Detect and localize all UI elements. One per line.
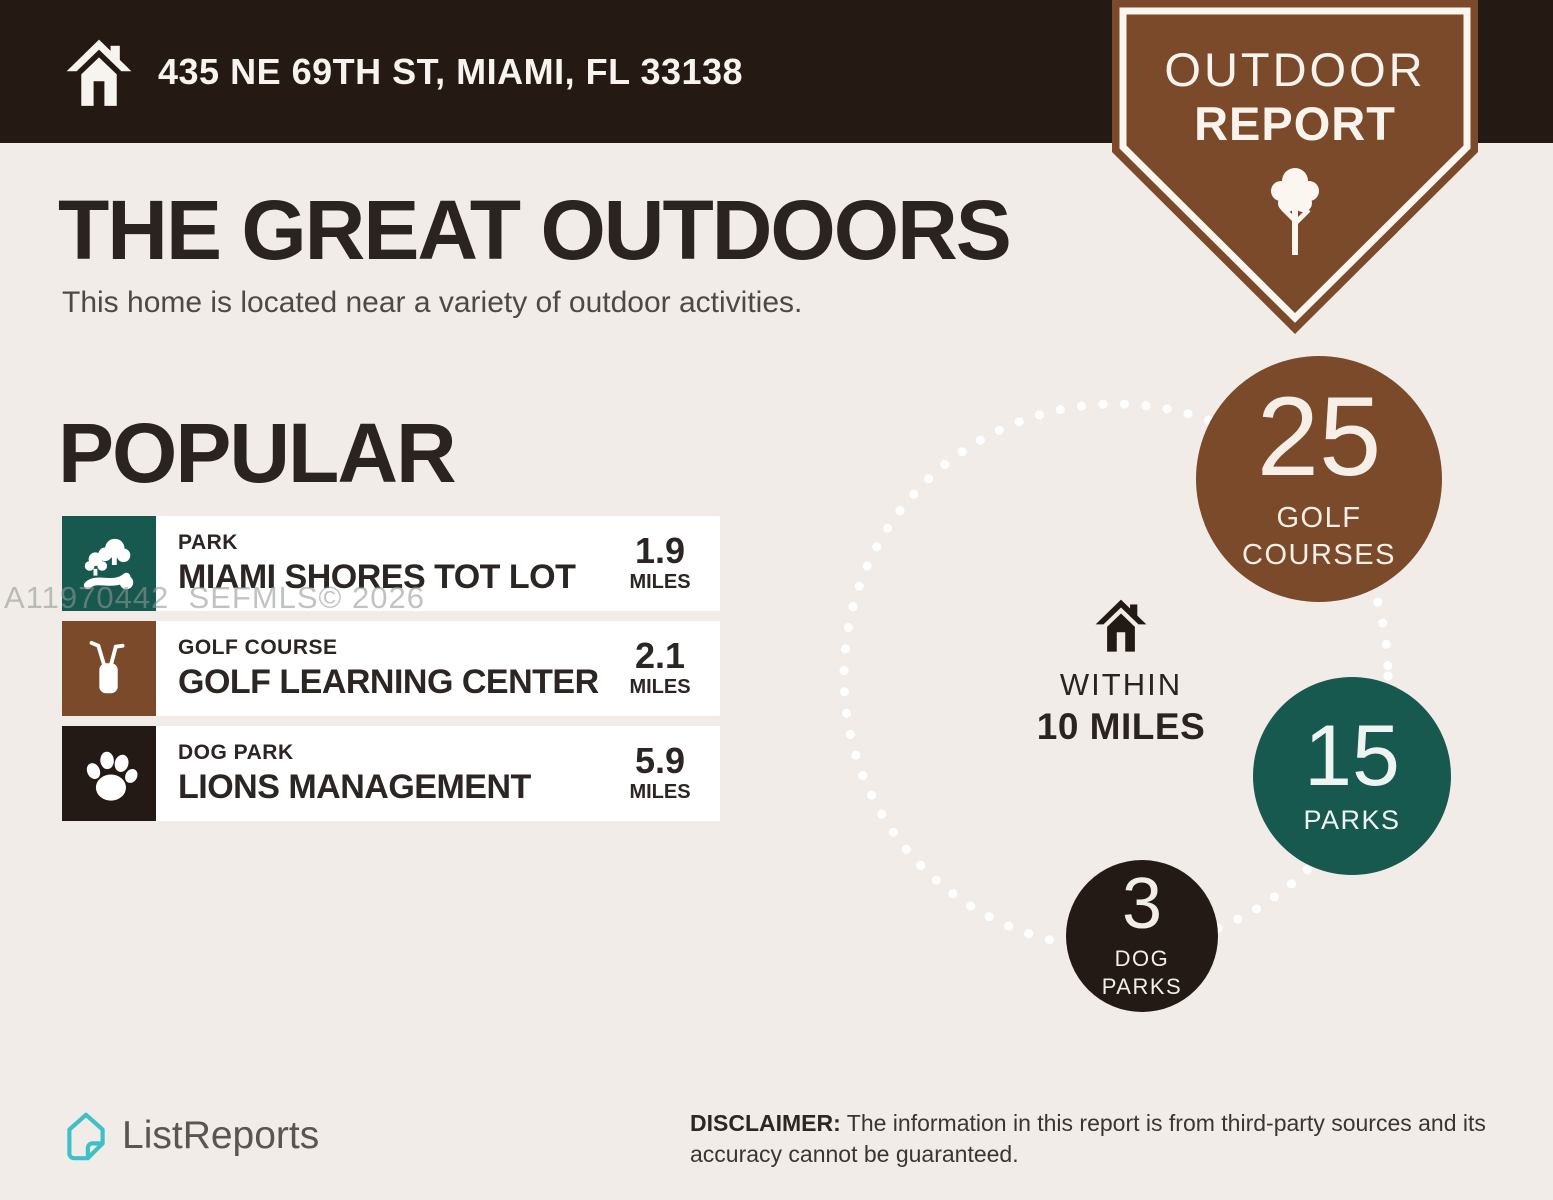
list-item-text: PARK MIAMI SHORES TOT LOT: [156, 516, 608, 611]
badge-title-line1: OUTDOOR: [1164, 43, 1426, 96]
parks-count: 15: [1304, 707, 1400, 804]
radius-center-label: WITHIN 10 MILES: [1015, 596, 1227, 748]
golf-bag-icon: [89, 640, 125, 693]
listreports-brand: ListReports: [62, 1110, 319, 1162]
list-item-text: GOLF COURSE GOLF LEARNING CENTER: [156, 621, 608, 716]
disclaimer-label: DISCLAIMER:: [690, 1110, 841, 1136]
list-item-category: DOG PARK: [178, 740, 294, 764]
outdoor-report-badge: OUTDOOR REPORT: [1112, 0, 1478, 334]
listreports-logo-icon: [67, 1112, 105, 1161]
distance-value: 1.9: [634, 530, 686, 571]
distance-value: 2.1: [634, 635, 686, 676]
label-line: COURSES: [1242, 539, 1396, 572]
park-icon-box: [62, 516, 156, 611]
list-item-golf-course: GOLF COURSE GOLF LEARNING CENTER 2.1 MIL…: [62, 621, 720, 716]
page-title: THE GREAT OUTDOORS: [58, 183, 1012, 277]
distance-unit: MILES: [629, 571, 691, 593]
popular-section-heading: POPULAR: [58, 406, 457, 500]
home-icon: [66, 39, 132, 106]
parks-label: PARKS: [1303, 805, 1401, 836]
distance-value: 5.9: [634, 740, 686, 781]
list-item-name: MIAMI SHORES TOT LOT: [178, 557, 576, 596]
golf-courses-label: GOLF COURSES: [1242, 500, 1396, 574]
list-item-name: GOLF LEARNING CENTER: [178, 662, 599, 701]
property-address: 435 NE 69TH ST, MIAMI, FL 33138: [158, 51, 744, 92]
dog-parks-label: DOG PARKS: [1102, 945, 1182, 1002]
golf-courses-count: 25: [1256, 373, 1382, 499]
label-line: DOG: [1114, 945, 1170, 971]
label-line: PARKS: [1101, 974, 1183, 1000]
disclaimer-text: The information in this report is from t…: [690, 1110, 1486, 1167]
badge-title-line2: REPORT: [1194, 97, 1396, 150]
distance-unit: MILES: [629, 676, 691, 698]
popular-list: PARK MIAMI SHORES TOT LOT 1.9 MILES: [62, 516, 720, 831]
list-item-distance: 5.9 MILES: [608, 726, 720, 821]
golf-courses-bubble: 25 GOLF COURSES: [1196, 356, 1442, 602]
disclaimer: DISCLAIMER: The information in this repo…: [690, 1108, 1502, 1169]
list-item-distance: 2.1 MILES: [608, 621, 720, 716]
tree-icon: [1271, 168, 1319, 255]
list-item-park: PARK MIAMI SHORES TOT LOT 1.9 MILES: [62, 516, 720, 611]
radius-miles-label: 10 MILES: [1036, 706, 1206, 747]
dog-park-icon-box: [62, 726, 156, 821]
list-item-category: PARK: [178, 530, 238, 554]
list-item-dog-park: DOG PARK LIONS MANAGEMENT 5.9 MILES: [62, 726, 720, 821]
dog-parks-count: 3: [1121, 864, 1163, 945]
list-item-name: LIONS MANAGEMENT: [178, 767, 531, 806]
dog-parks-bubble: 3 DOG PARKS: [1066, 860, 1218, 1012]
park-trees-icon: [83, 538, 134, 589]
list-item-category: GOLF COURSE: [178, 635, 338, 659]
within-label: WITHIN: [1059, 667, 1183, 702]
badge-shield-shape: [1112, 0, 1478, 334]
parks-bubble: 15 PARKS: [1253, 677, 1451, 875]
page-subtitle: This home is located near a variety of o…: [62, 286, 803, 319]
list-item-text: DOG PARK LIONS MANAGEMENT: [156, 726, 608, 821]
golf-icon-box: [62, 621, 156, 716]
mls-watermark: A11970442 SEFMLS© 2026: [4, 580, 425, 615]
list-item-distance: 1.9 MILES: [608, 516, 720, 611]
distance-unit: MILES: [629, 781, 691, 803]
house-icon: [1095, 599, 1147, 652]
label-line: GOLF: [1276, 502, 1362, 535]
paw-icon: [86, 751, 138, 801]
brand-name: ListReports: [122, 1114, 320, 1157]
